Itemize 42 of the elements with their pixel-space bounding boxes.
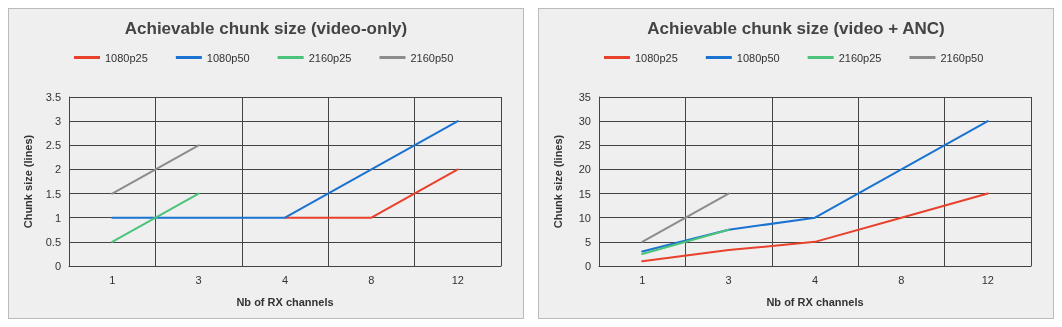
y-axis-title: Chunk size (lines)	[551, 134, 564, 229]
y-tick-label: 2	[54, 163, 61, 176]
x-axis-title: Nb of RX channels	[766, 295, 864, 308]
y-tick-label: 1.5	[45, 187, 61, 200]
y-tick-label: 0	[54, 260, 61, 272]
x-tick-label: 12	[451, 273, 464, 286]
y-tick-label: 0	[584, 260, 591, 272]
y-tick-label: 15	[578, 187, 591, 200]
legend-label: 2160p25	[838, 51, 882, 64]
y-tick-label: 2.5	[45, 139, 61, 152]
x-tick-label: 3	[725, 273, 732, 286]
legend-label: 1080p50	[206, 51, 250, 64]
legend-label: 2160p50	[410, 51, 454, 64]
chart-title: Achievable chunk size (video + ANC)	[647, 19, 945, 38]
y-tick-label: 1	[54, 211, 61, 224]
legend-label: 1080p25	[635, 51, 678, 64]
x-tick-label: 1	[639, 273, 646, 286]
y-tick-label: 3	[54, 115, 61, 128]
y-tick-label: 35	[578, 91, 591, 103]
y-tick-label: 10	[578, 211, 591, 224]
y-tick-label: 25	[578, 139, 591, 152]
x-axis-title: Nb of RX channels	[236, 295, 334, 308]
x-tick-label: 1	[109, 273, 116, 286]
legend-label: 2160p50	[940, 51, 984, 64]
y-tick-label: 3.5	[45, 91, 61, 103]
x-tick-label: 3	[195, 273, 202, 286]
chart-title: Achievable chunk size (video-only)	[124, 19, 408, 38]
y-tick-label: 5	[584, 235, 591, 248]
x-tick-label: 4	[281, 273, 289, 286]
legend-label: 1080p50	[736, 51, 780, 64]
y-tick-label: 20	[578, 163, 591, 176]
line-series	[641, 192, 989, 263]
x-tick-label: 4	[811, 273, 819, 286]
y-tick-label: 0.5	[45, 235, 61, 248]
y-axis-title: Chunk size (lines)	[21, 134, 34, 229]
x-tick-label: 8	[898, 273, 905, 286]
legend-label: 2160p25	[308, 51, 352, 64]
x-tick-label: 8	[368, 273, 375, 286]
legend-label: 1080p25	[105, 51, 148, 64]
line-series	[641, 120, 989, 253]
y-tick-label: 30	[578, 115, 591, 128]
x-tick-label: 12	[981, 273, 994, 286]
